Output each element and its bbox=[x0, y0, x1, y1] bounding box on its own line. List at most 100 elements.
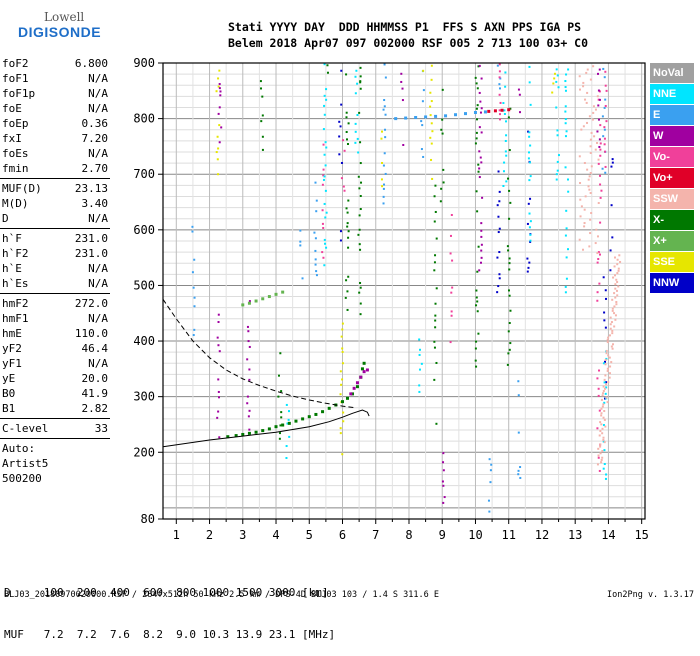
echo-speckle-dot bbox=[359, 162, 362, 165]
echo-speckle-dot bbox=[420, 120, 423, 123]
echo-speckle-dot bbox=[477, 245, 480, 248]
echo-speckle-dot bbox=[280, 416, 283, 419]
echo-speckle-dot bbox=[601, 432, 604, 435]
echo-speckle-dot bbox=[218, 350, 221, 353]
echo-speckle-dot bbox=[594, 108, 597, 111]
echo-speckle-dot bbox=[219, 90, 222, 93]
param-value: 33 bbox=[94, 422, 108, 435]
echo-speckle-dot bbox=[509, 309, 512, 312]
echo-speckle-dot bbox=[615, 301, 618, 304]
echo-speckle-dot bbox=[597, 72, 600, 75]
echo-speckle-dot bbox=[582, 125, 585, 128]
param-label: hmF1 bbox=[2, 312, 29, 325]
echo-speckle-dot bbox=[451, 259, 454, 262]
echo-speckle-dot bbox=[218, 83, 221, 86]
echo-speckle-dot bbox=[616, 280, 619, 283]
echo-speckle-dot bbox=[616, 272, 619, 275]
echo-speckle-dot bbox=[215, 90, 218, 93]
echo-speckle-dot bbox=[612, 276, 615, 279]
echo-speckle-dot bbox=[341, 362, 344, 365]
echo-speckle-dot bbox=[321, 183, 324, 186]
echo-speckle-dot bbox=[529, 175, 532, 178]
echo-speckle-dot bbox=[340, 69, 343, 72]
echo-speckle-dot bbox=[325, 98, 328, 101]
echo-speckle-dot bbox=[499, 77, 502, 80]
echo-speckle-dot bbox=[509, 342, 512, 345]
echo-speckle-dot bbox=[601, 405, 604, 408]
echo-speckle-dot bbox=[596, 463, 599, 466]
echo-speckle-dot bbox=[505, 134, 508, 137]
trace-point-x- bbox=[234, 434, 238, 438]
echo-speckle-dot bbox=[586, 121, 589, 124]
echo-speckle-dot bbox=[324, 164, 327, 167]
echo-speckle-dot bbox=[578, 75, 581, 78]
echo-speckle-dot bbox=[321, 222, 324, 225]
echo-speckle-dot bbox=[323, 264, 326, 267]
param-row: B1 2.82 bbox=[0, 401, 110, 416]
echo-speckle-dot bbox=[342, 185, 345, 188]
legend-item: Vo- bbox=[650, 147, 694, 167]
echo-speckle-dot bbox=[475, 190, 478, 193]
echo-speckle-dot bbox=[260, 87, 263, 90]
echo-speckle-dot bbox=[217, 378, 220, 381]
legend-item: X- bbox=[650, 210, 694, 230]
echo-speckle-dot bbox=[382, 195, 385, 198]
echo-speckle-dot bbox=[609, 323, 612, 326]
params-group-profile: hmF2 272.0 hmF1 N/A hmE 110.0 yF2 46.4 yF1 N/A yE 2… bbox=[0, 296, 110, 416]
echo-speckle-dot bbox=[504, 150, 507, 153]
trace-point-x- bbox=[350, 392, 354, 396]
divider bbox=[0, 228, 110, 229]
echo-speckle-dot bbox=[503, 161, 506, 164]
param-label: hmE bbox=[2, 327, 22, 340]
echo-speckle-dot bbox=[599, 174, 602, 177]
echo-speckle-dot bbox=[339, 393, 342, 396]
echo-speckle-dot bbox=[599, 430, 602, 433]
legend-item: W bbox=[650, 126, 694, 146]
echo-speckle-dot bbox=[599, 124, 602, 127]
echo-speckle-dot bbox=[280, 411, 283, 414]
echo-speckle-dot bbox=[475, 304, 478, 307]
echo-speckle-dot bbox=[596, 291, 599, 294]
echo-speckle-dot bbox=[613, 305, 616, 308]
param-row: foF2 6.800 bbox=[0, 56, 110, 71]
echo-speckle-dot bbox=[218, 69, 221, 72]
trace-point-vo- bbox=[500, 108, 504, 112]
echo-speckle-dot bbox=[586, 68, 589, 71]
echo-speckle-dot bbox=[359, 286, 362, 289]
trace-point-e bbox=[454, 113, 458, 117]
trace-point-vo- bbox=[487, 109, 491, 113]
echo-speckle-dot bbox=[597, 447, 600, 450]
echo-speckle-dot bbox=[434, 326, 437, 329]
echo-speckle-dot bbox=[339, 230, 342, 233]
echo-speckle-dot bbox=[600, 414, 603, 417]
echo-speckle-dot bbox=[598, 409, 601, 412]
echo-speckle-dot bbox=[345, 131, 348, 134]
echo-speckle-dot bbox=[498, 83, 501, 86]
divider bbox=[0, 293, 110, 294]
echo-speckle-dot bbox=[497, 285, 500, 288]
echo-speckle-dot bbox=[614, 296, 617, 299]
echo-speckle-dot bbox=[342, 139, 345, 142]
echo-speckle-dot bbox=[597, 158, 600, 161]
echo-speckle-dot bbox=[475, 289, 478, 292]
echo-speckle-dot bbox=[613, 292, 616, 295]
trace-point-x- bbox=[261, 297, 265, 301]
echo-speckle-dot bbox=[342, 420, 345, 423]
echo-speckle-dot bbox=[498, 70, 501, 73]
x-tick-label: 6 bbox=[339, 528, 346, 542]
echo-speckle-dot bbox=[339, 427, 342, 430]
echo-speckle-dot bbox=[421, 124, 424, 127]
echo-speckle-dot bbox=[220, 126, 223, 129]
echo-speckle-dot bbox=[345, 138, 348, 141]
param-row: hmF1 N/A bbox=[0, 311, 110, 326]
legend-item: NNW bbox=[650, 273, 694, 293]
echo-speckle-dot bbox=[616, 258, 619, 261]
echo-speckle-dot bbox=[528, 131, 531, 134]
param-value: N/A bbox=[88, 147, 108, 160]
echo-speckle-dot bbox=[354, 75, 357, 78]
param-row: M(D) 3.40 bbox=[0, 196, 110, 211]
echo-speckle-dot bbox=[519, 466, 522, 469]
param-row: yF2 46.4 bbox=[0, 341, 110, 356]
echo-speckle-dot bbox=[565, 277, 568, 280]
electron-density-profiles bbox=[162, 299, 370, 448]
